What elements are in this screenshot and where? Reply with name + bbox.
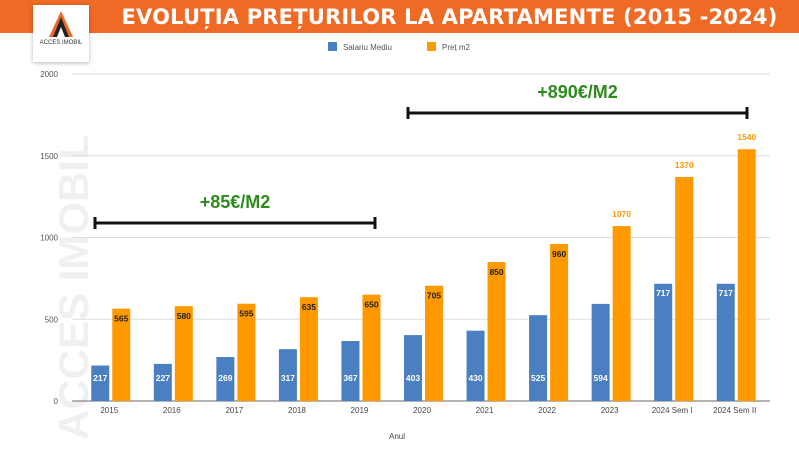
y-tick-label: 2000 [40,70,58,79]
data-label: 565 [114,314,128,324]
x-tick-label: 2015 [100,406,118,415]
watermark: ACCES IMOBIL [50,134,97,440]
data-label: 717 [656,288,670,298]
data-label: 430 [468,373,482,383]
legend-label-pret: Preț m2 [442,43,471,52]
logo-a-icon [49,11,73,37]
bar-pret-2 [237,303,256,401]
data-label: 317 [281,373,295,383]
bar-pret-6 [487,262,506,401]
y-tick-label: 1500 [40,152,58,161]
bar-salariu-10 [716,283,735,401]
x-tick-label: 2022 [538,406,556,415]
data-label: 580 [177,311,191,321]
bar-salariu-0 [91,365,110,401]
bar-pret-1 [174,306,193,401]
bar-pret-4 [362,294,381,401]
bar-salariu-5 [404,335,422,401]
y-tick-label: 0 [54,397,59,406]
legend: Salariu Mediu Preț m2 [328,42,471,52]
chart-title: EVOLUȚIA PREȚURILOR LA APARTAMENTE (2015… [121,5,778,29]
x-axis-label: Anul [389,432,405,441]
bar-salariu-7 [529,315,548,401]
bar-pret-8 [612,226,631,401]
bar-salariu-8 [591,303,610,401]
legend-swatch-salariu [328,42,337,51]
data-label: 717 [719,288,733,298]
data-label: 269 [218,373,232,383]
x-tick-label: 2024 Sem II [713,406,756,415]
data-label: 1070 [612,209,631,219]
x-tick-label: 2019 [351,406,369,415]
data-label: 850 [489,267,503,277]
bar-salariu-6 [466,330,485,401]
legend-swatch-pret [427,42,436,51]
data-label: 1540 [737,132,756,142]
data-label: 403 [406,373,420,383]
data-label: 525 [531,373,545,383]
logo-text: ACCES IMOBIL [39,40,83,46]
x-tick-label: 2017 [225,406,243,415]
x-tick-label: 2024 Sem I [652,406,693,415]
x-tick-label: 2018 [288,406,306,415]
bar-pret-3 [299,297,318,401]
bar-salariu-1 [153,363,172,401]
y-tick-label: 500 [45,315,59,324]
bar-pret-7 [550,244,569,401]
data-label: 595 [239,309,253,319]
legend-label-salariu: Salariu Mediu [343,43,392,52]
bar-pret-0 [112,308,131,401]
x-tick-label: 2016 [163,406,181,415]
annotation-label: +85€/M2 [200,192,271,212]
x-tick-label: 2020 [413,406,431,415]
data-label: 217 [93,373,107,383]
data-label: 635 [302,302,316,312]
bar-salariu-2 [216,357,235,401]
data-label: 1370 [675,160,694,170]
bar-salariu-9 [654,283,673,401]
data-label: 960 [552,249,566,259]
annotation-label: +890€/M2 [537,82,618,102]
bar-salariu-3 [278,349,297,401]
x-tick-label: 2021 [476,406,494,415]
data-label: 367 [343,373,357,383]
header-band [0,0,799,33]
bar-pret-10 [737,149,756,401]
data-label: 705 [427,291,441,301]
logo: ACCES IMOBIL [33,5,89,62]
bar-pret-5 [425,285,443,401]
data-label: 594 [594,373,608,383]
bar-pret-9 [675,177,694,401]
x-tick-label: 2023 [601,406,619,415]
data-label: 227 [156,373,170,383]
bar-salariu-4 [341,340,360,401]
data-label: 650 [364,300,378,310]
y-tick-label: 1000 [40,234,58,243]
